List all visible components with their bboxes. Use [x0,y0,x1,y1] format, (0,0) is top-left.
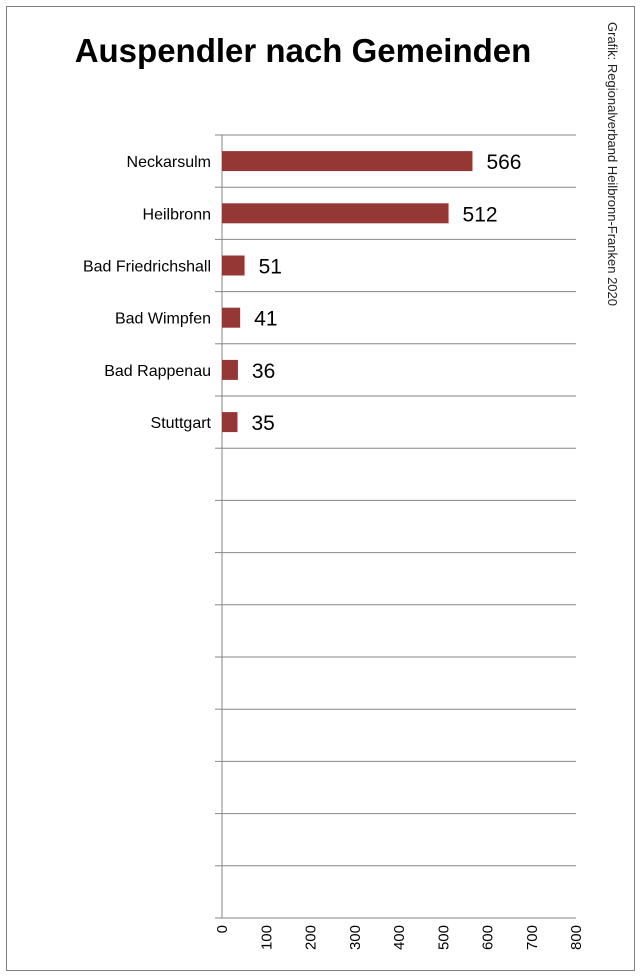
x-tick-label: 300 [347,925,364,950]
category-label: Stuttgart [151,415,212,432]
category-label: Heilbronn [143,206,211,223]
bar [222,412,238,433]
bar [222,359,238,380]
x-tick-label: 700 [524,925,541,950]
x-tick-label: 0 [214,925,231,933]
data-label: 41 [254,308,277,331]
category-label: Bad Friedrichshall [83,259,211,276]
bar [222,203,449,224]
data-label: 566 [486,151,521,174]
chart-title: Auspendler nach Gemeinden [74,32,532,69]
data-label: 512 [463,203,498,226]
x-tick-label: 100 [258,925,275,950]
x-tick-label: 800 [568,925,585,950]
category-label: Bad Rappenau [104,363,211,380]
data-label: 51 [259,256,282,279]
bar [222,255,245,276]
data-label: 36 [252,360,275,383]
x-tick-label: 400 [391,925,408,950]
data-label: 35 [251,412,274,435]
x-tick-label: 200 [303,925,320,950]
x-tick-label: 500 [435,925,452,950]
x-tick-label: 600 [480,925,497,950]
bar [222,151,473,172]
category-label: Neckarsulm [127,154,211,171]
category-label: Bad Wimpfen [115,311,211,328]
bar [222,307,241,328]
